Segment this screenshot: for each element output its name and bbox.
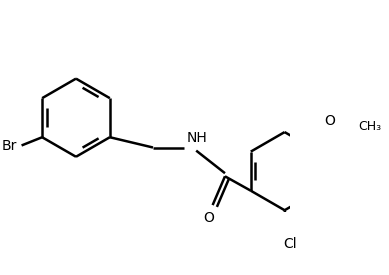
Text: NH: NH (186, 131, 207, 145)
Text: CH₃: CH₃ (359, 120, 382, 133)
Text: Br: Br (2, 139, 18, 153)
Text: O: O (203, 211, 214, 225)
Text: Cl: Cl (283, 237, 296, 251)
Text: O: O (324, 114, 335, 128)
